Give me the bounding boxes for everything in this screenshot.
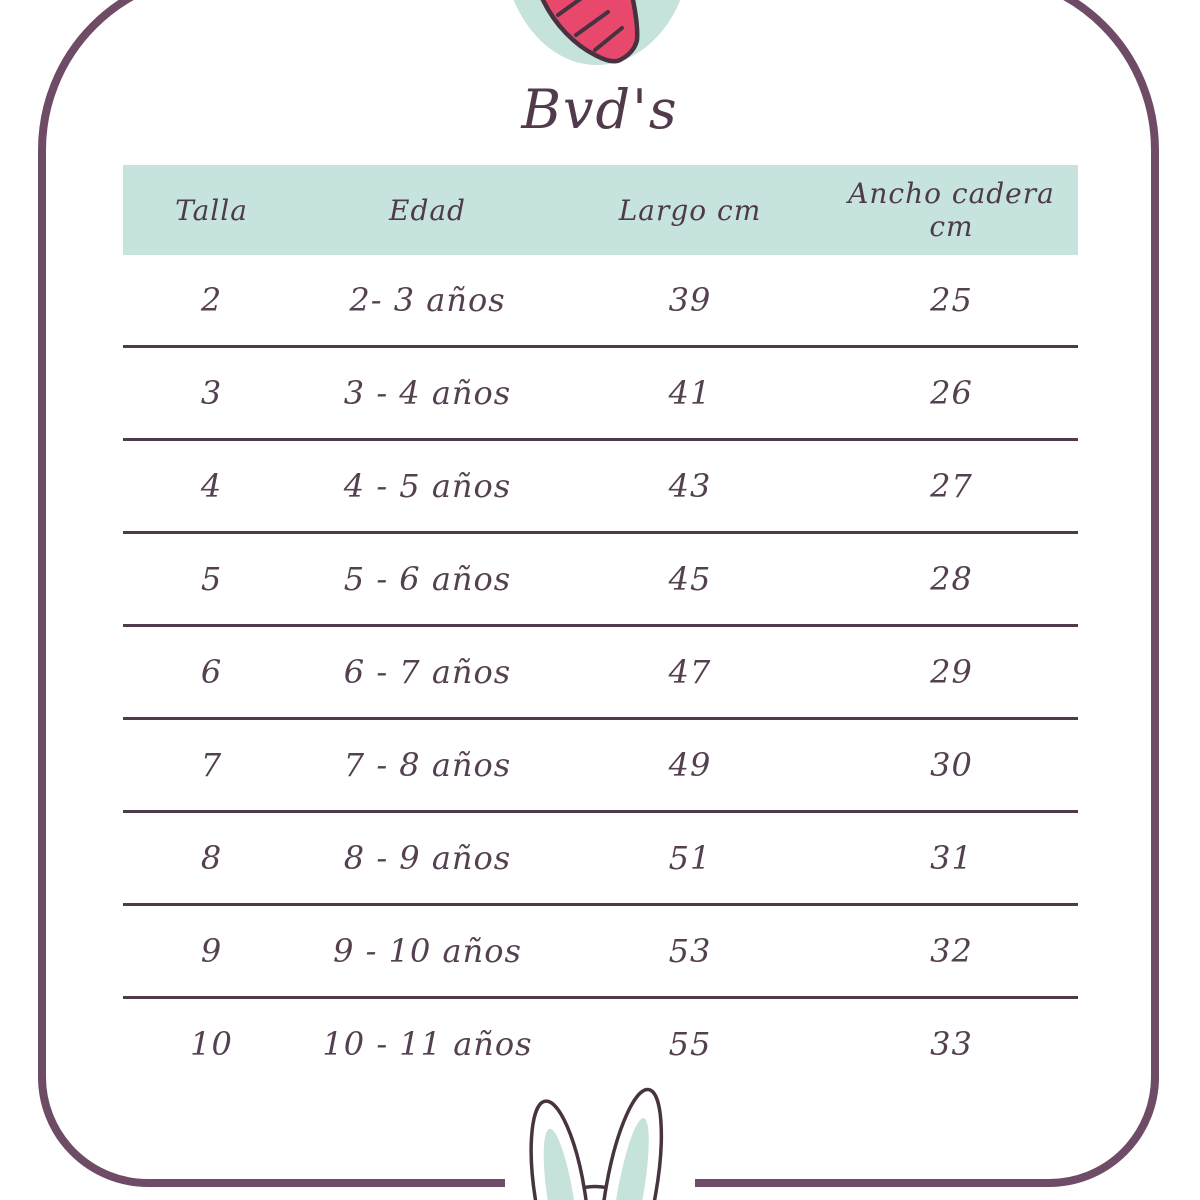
cell-edad: 8 - 9 años <box>343 839 512 877</box>
cell-ancho: 28 <box>930 560 973 598</box>
cell-largo: 43 <box>668 467 712 505</box>
size-chart-table: Talla Edad Largo cm Ancho cadera cm 2 2- 3 … <box>123 165 1078 1089</box>
column-header: Talla <box>175 193 248 227</box>
cell-ancho: 26 <box>930 374 973 412</box>
cell-edad: 2- 3 años <box>349 281 506 319</box>
cell-edad: 7 - 8 años <box>343 746 512 784</box>
cell-talla: 2 <box>200 281 223 319</box>
table-body: 2 2- 3 años 39 25 3 3 - 4 años 41 26 4 4… <box>123 255 1078 1089</box>
table-row: 8 8 - 9 años 51 31 <box>123 813 1078 906</box>
cell-edad: 4 - 5 años <box>343 467 512 505</box>
cell-largo: 51 <box>668 839 712 877</box>
column-header: Largo cm <box>618 193 762 227</box>
cell-largo: 49 <box>668 746 712 784</box>
cell-edad: 9 - 10 años <box>333 932 522 970</box>
cell-largo: 41 <box>668 374 712 412</box>
cell-edad: 3 - 4 años <box>343 374 512 412</box>
table-row: 5 5 - 6 años 45 28 <box>123 534 1078 627</box>
cell-ancho: 30 <box>930 746 973 784</box>
cell-talla: 4 <box>200 467 223 505</box>
cell-talla: 3 <box>200 374 223 412</box>
table-row: 6 6 - 7 años 47 29 <box>123 627 1078 720</box>
cell-ancho: 31 <box>930 839 973 877</box>
cell-talla: 9 <box>200 932 223 970</box>
cell-largo: 53 <box>668 932 712 970</box>
table-header-row: Talla Edad Largo cm Ancho cadera cm <box>123 165 1078 255</box>
cell-talla: 5 <box>200 560 223 598</box>
cell-talla: 6 <box>200 653 223 691</box>
carrot-icon <box>513 0 681 65</box>
cell-largo: 47 <box>668 653 712 691</box>
table-row: 3 3 - 4 años 41 26 <box>123 348 1078 441</box>
cell-ancho: 33 <box>930 1025 973 1063</box>
cell-edad: 10 - 11 años <box>322 1025 533 1063</box>
table-row: 10 10 - 11 años 55 33 <box>123 999 1078 1089</box>
cell-talla: 8 <box>200 839 223 877</box>
cell-talla: 7 <box>200 746 223 784</box>
cell-ancho: 32 <box>930 932 973 970</box>
cell-edad: 5 - 6 años <box>343 560 512 598</box>
table-row: 4 4 - 5 años 43 27 <box>123 441 1078 534</box>
table-row: 9 9 - 10 años 53 32 <box>123 906 1078 999</box>
cell-talla: 10 <box>190 1025 233 1063</box>
column-header: Ancho cadera cm <box>848 177 1055 243</box>
bunny-ears-icon <box>529 1087 664 1200</box>
column-header: Edad <box>389 193 466 227</box>
page-title: Bvd's <box>521 78 679 141</box>
table-row: 2 2- 3 años 39 25 <box>123 255 1078 348</box>
cell-ancho: 25 <box>930 281 973 319</box>
cell-largo: 39 <box>668 281 712 319</box>
cell-ancho: 29 <box>930 653 973 691</box>
cell-largo: 55 <box>668 1025 712 1063</box>
table-row: 7 7 - 8 años 49 30 <box>123 720 1078 813</box>
cell-edad: 6 - 7 años <box>343 653 512 691</box>
cell-largo: 45 <box>668 560 712 598</box>
cell-ancho: 27 <box>930 467 973 505</box>
